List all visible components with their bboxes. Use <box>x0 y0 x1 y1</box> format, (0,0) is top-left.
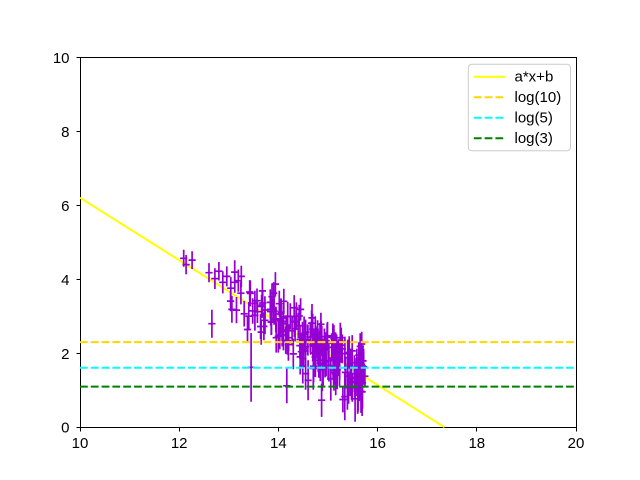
svg-text:16: 16 <box>369 435 386 452</box>
svg-text:20: 20 <box>568 435 585 452</box>
svg-text:4: 4 <box>61 272 69 289</box>
svg-text:0: 0 <box>61 420 69 437</box>
svg-text:log(3): log(3) <box>515 130 553 147</box>
svg-text:6: 6 <box>61 198 69 215</box>
svg-text:14: 14 <box>270 435 287 452</box>
svg-text:a*x+b: a*x+b <box>515 69 554 86</box>
svg-text:12: 12 <box>171 435 188 452</box>
svg-text:10: 10 <box>53 50 70 67</box>
svg-text:10: 10 <box>72 435 89 452</box>
svg-text:2: 2 <box>61 346 69 363</box>
svg-text:8: 8 <box>61 124 69 141</box>
svg-text:log(5): log(5) <box>515 110 553 127</box>
svg-text:log(10): log(10) <box>515 89 562 106</box>
svg-text:18: 18 <box>468 435 485 452</box>
